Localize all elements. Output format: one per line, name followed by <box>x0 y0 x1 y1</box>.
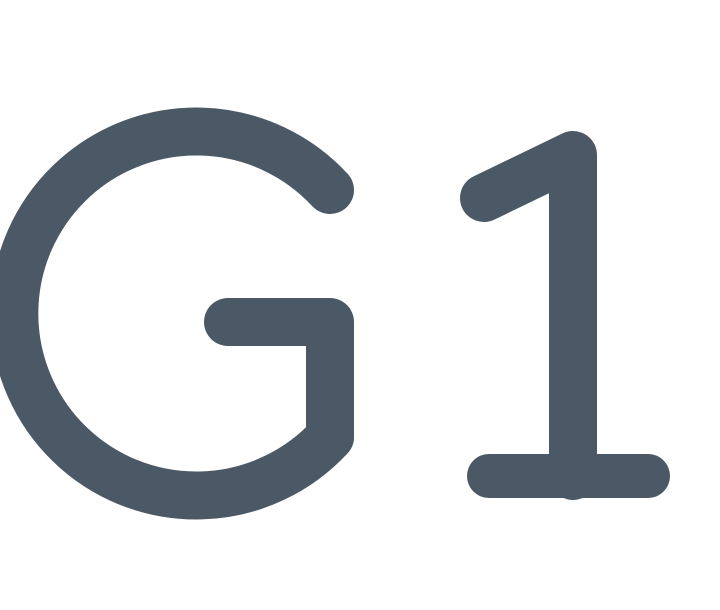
g1-logo-digit-1 <box>460 131 670 500</box>
g1-logo-letter-g <box>0 107 354 520</box>
